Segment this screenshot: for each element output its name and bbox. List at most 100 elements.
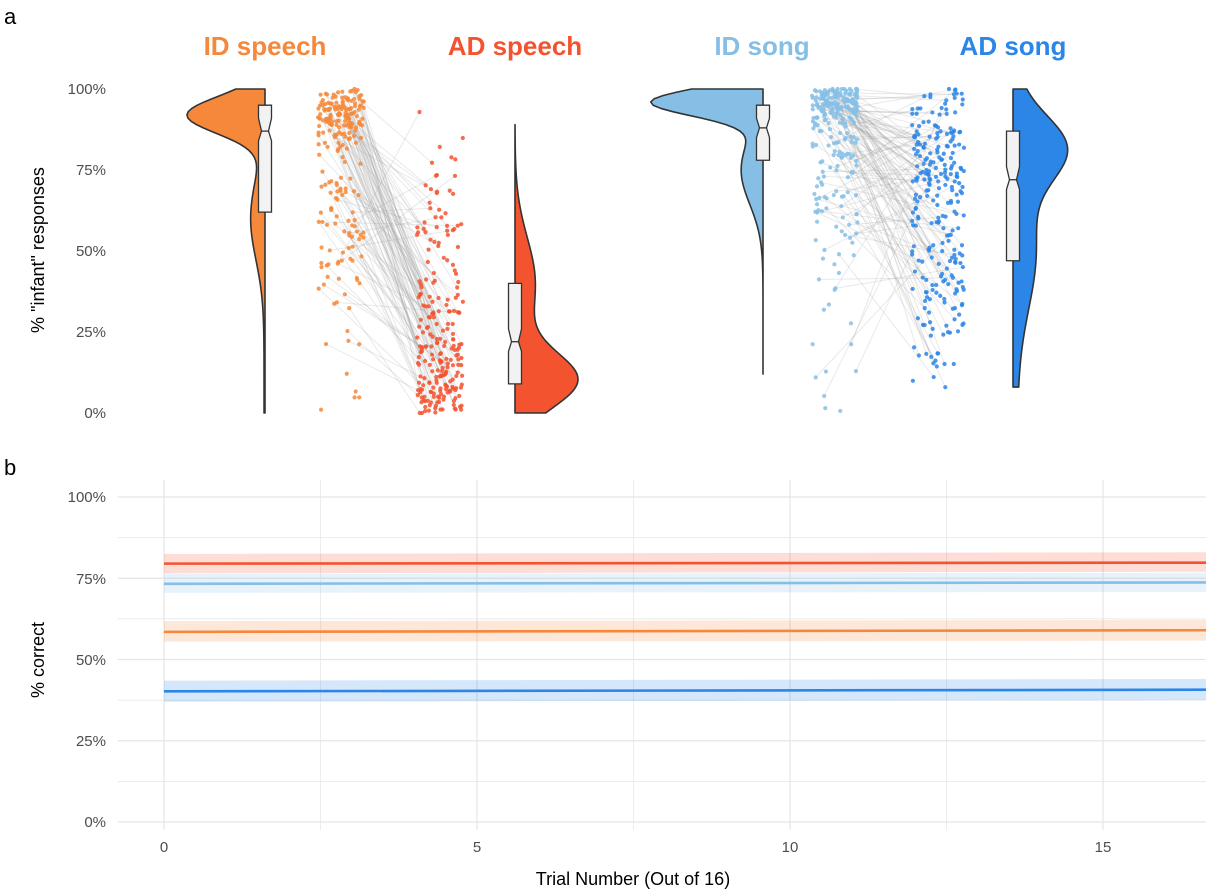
pair-line [849,109,963,256]
point-id-song [843,135,848,141]
point-id-speech [352,395,357,400]
point-id-speech [343,189,348,195]
point-id-song [854,163,859,168]
point-id-song [853,93,858,98]
pair-line [849,216,946,226]
point-ad-speech [435,368,440,373]
pair-line [361,101,447,372]
point-id-song [810,342,815,347]
point-ad-speech [425,259,430,265]
point-ad-speech [428,389,434,394]
point-ad-speech [459,222,464,227]
point-ad-speech [445,297,450,302]
point-ad-speech [434,378,439,383]
point-ad-speech [428,400,433,405]
point-ad-song [952,247,957,252]
point-ad-speech [459,403,464,408]
point-ad-song [924,188,929,193]
point-id-speech [354,229,360,234]
point-ad-song [938,171,944,177]
pair-line [349,138,433,315]
point-ad-song [956,226,961,231]
point-id-speech [342,229,347,234]
point-ad-song [959,166,964,172]
point-id-speech [360,116,365,121]
point-id-speech [318,210,323,215]
point-id-speech [330,119,335,124]
point-ad-speech [455,244,461,250]
b-y-axis-title: % correct [28,622,48,698]
pair-line [846,132,965,291]
pair-line [824,196,963,305]
point-ad-speech [436,399,442,404]
point-ad-speech [443,211,448,216]
point-ad-speech [459,355,464,361]
point-ad-song [952,317,957,322]
point-id-speech [345,328,350,334]
pair-line [829,90,933,258]
point-id-song [836,153,841,158]
pair-line [846,100,957,290]
pair-line [847,153,944,193]
point-id-song [836,270,842,276]
point-id-speech [324,222,330,227]
point-ad-speech [416,355,421,360]
point-ad-speech [414,232,420,237]
point-id-song [830,88,836,94]
point-ad-song [934,220,939,225]
point-id-speech [350,210,355,215]
point-id-song [845,104,850,109]
point-ad-song [942,296,947,302]
point-ad-song [943,101,948,106]
pair-line [856,155,921,215]
pair-line [324,110,443,372]
pair-line [334,223,454,340]
point-id-song [822,393,827,399]
pair-line [849,186,953,239]
point-id-song [854,113,859,118]
point-ad-song [961,145,967,150]
point-id-speech [356,107,361,112]
point-id-song [810,141,815,146]
point-ad-speech [427,362,432,368]
point-id-song [832,262,837,267]
point-id-speech [340,95,345,100]
point-ad-speech [450,331,456,337]
point-id-speech [350,258,355,263]
point-ad-speech [430,369,435,374]
pair-line [340,190,439,371]
pair-line [823,175,955,182]
point-ad-song [921,120,926,125]
point-id-speech [358,161,363,166]
point-ad-song [922,94,927,99]
point-id-speech [344,146,349,151]
point-ad-speech [431,394,436,399]
pair-line [329,130,445,347]
pair-line [839,132,944,229]
pair-line [322,171,424,333]
point-ad-song [925,193,930,199]
b-ytick-75: 75% [76,571,106,588]
point-id-speech [322,140,328,146]
point-ad-speech [438,336,443,341]
point-ad-song [913,152,919,157]
pair-line [840,114,927,174]
pair-line [326,94,425,230]
point-id-song [825,92,830,97]
point-ad-song [912,269,918,274]
pair-line [817,180,939,214]
point-id-song [843,91,848,96]
point-ad-speech [427,200,432,205]
point-ad-song [923,157,928,162]
point-ad-speech [441,397,446,402]
point-ad-speech [436,394,441,399]
point-ad-song [956,280,961,285]
point-id-speech [340,89,345,94]
point-ad-song [921,144,926,150]
point-ad-song [960,102,965,107]
point-ad-speech [445,228,450,233]
pair-line [836,169,913,182]
point-ad-song [924,351,929,356]
point-ad-speech [452,406,457,411]
